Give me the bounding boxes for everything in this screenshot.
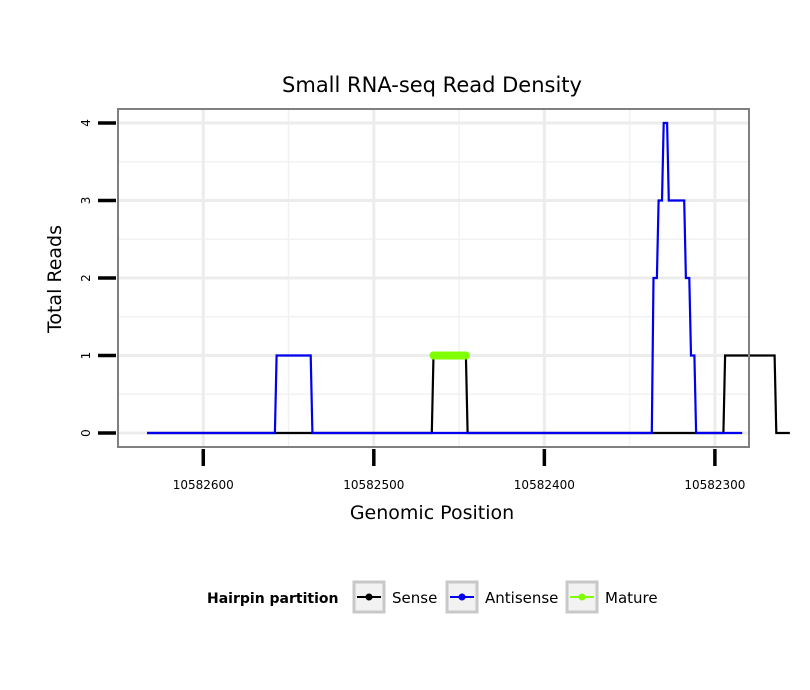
y-tick-label: 4: [79, 119, 93, 127]
legend-key-box: [565, 580, 599, 614]
series-line-sense: [147, 354, 790, 435]
y-axis-title: Total Reads: [44, 225, 66, 334]
series-line-antisense: [147, 121, 743, 435]
legend-label-antisense: Antisense: [485, 589, 558, 607]
y-tick-label: 3: [79, 197, 93, 205]
plot-panel-border: [117, 108, 750, 448]
y-tick-label: 1: [79, 352, 93, 360]
series-layer: [147, 121, 790, 435]
chart-title: Small RNA-seq Read Density: [282, 73, 582, 97]
legend: Hairpin partition Sense Antisense Mature: [207, 580, 658, 614]
x-tick-label: 10582400: [514, 478, 575, 492]
legend-key-point: [365, 593, 373, 601]
legend-title: Hairpin partition: [207, 591, 338, 607]
legend-key-point: [458, 593, 466, 601]
y-tick-label: 2: [79, 274, 93, 282]
x-axis-title: Genomic Position: [350, 502, 514, 524]
legend-label-sense: Sense: [392, 589, 437, 607]
x-axis: 10582600 10582500 10582400 10582300: [173, 449, 745, 492]
x-tick-label: 10582300: [684, 478, 745, 492]
x-tick-label: 10582600: [173, 478, 234, 492]
y-axis: 0 1 2 3 4: [79, 119, 116, 437]
legend-key-point: [578, 593, 586, 601]
x-tick-label: 10582500: [343, 478, 404, 492]
y-tick-label: 0: [79, 429, 93, 437]
legend-label-mature: Mature: [605, 589, 658, 607]
